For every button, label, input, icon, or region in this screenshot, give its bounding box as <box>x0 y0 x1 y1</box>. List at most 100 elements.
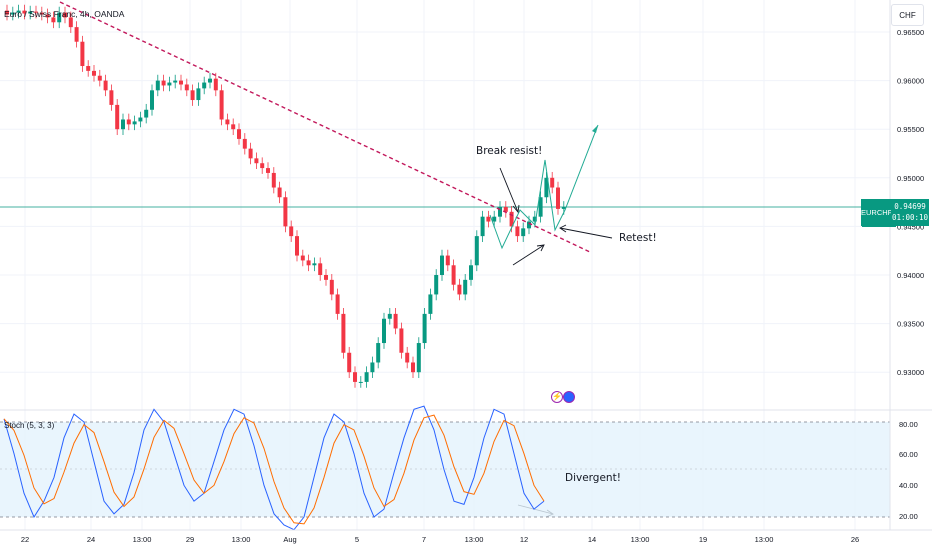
candle-body <box>208 78 212 83</box>
candle-body <box>28 11 33 14</box>
stoch-level-label: 60.00 <box>899 450 918 459</box>
stoch-level-label: 20.00 <box>899 512 918 521</box>
candle-body <box>86 66 91 71</box>
candle-body <box>306 260 311 266</box>
break-arrow <box>499 167 519 213</box>
price-label: 0.94000 <box>897 271 924 280</box>
candle-body <box>74 27 79 42</box>
time-label: 14 <box>588 535 596 544</box>
stoch-legend[interactable]: Stoch (5, 3, 3) <box>4 421 55 430</box>
candle-body <box>161 80 166 86</box>
candle-body <box>138 117 143 122</box>
retest-arrow <box>559 227 613 239</box>
candle-body <box>103 80 108 91</box>
stoch-band <box>0 422 890 517</box>
divergent-annotation[interactable]: Divergent! <box>565 472 621 484</box>
time-label: 13:00 <box>232 535 251 544</box>
candle-body <box>126 119 131 125</box>
candle-body <box>364 372 369 382</box>
candle-body <box>532 216 537 222</box>
candle-body <box>312 263 317 266</box>
candle-body <box>469 265 473 280</box>
stoch-k-line <box>3 405 545 531</box>
candle-body <box>370 362 375 373</box>
candle-body <box>347 352 352 373</box>
candle-body <box>289 226 294 237</box>
candle-body <box>561 206 566 209</box>
candle-body <box>324 275 328 280</box>
time-label: 22 <box>21 535 29 544</box>
candle-body <box>121 119 125 130</box>
chart-title: Euro / Swiss Franc, 4h, OANDA <box>4 9 125 19</box>
candle-body <box>498 206 502 217</box>
candle-body <box>492 216 497 222</box>
candle-body <box>219 90 224 120</box>
candle-body <box>213 78 218 91</box>
candle-body <box>63 12 67 18</box>
candle-body <box>509 211 514 227</box>
time-label: 19 <box>699 535 707 544</box>
candle-body <box>184 84 189 91</box>
candle-body <box>457 284 462 295</box>
symbol-tag: EURCHF <box>861 199 892 226</box>
candles <box>5 4 566 388</box>
candle-body <box>428 294 433 314</box>
candle-body <box>16 10 21 13</box>
candle-body <box>167 82 172 86</box>
candle-body <box>550 177 555 188</box>
candle-body <box>393 313 398 329</box>
stoch-level-label: 80.00 <box>899 420 918 429</box>
candle-body <box>300 255 305 261</box>
candle-body <box>248 148 253 159</box>
candle-body <box>329 279 334 295</box>
time-axis[interactable]: 22 24 13:00 29 13:00 Aug 5 7 13:00 12 14 13:00 19 13:… <box>21 535 859 544</box>
candle-body <box>405 352 410 363</box>
lightning-icon[interactable]: ⚡ <box>551 391 563 403</box>
stoch-level-label: 40.00 <box>899 481 918 490</box>
price-label: 0.95500 <box>897 125 924 134</box>
candle-body <box>411 362 415 373</box>
retest-annotation[interactable]: Retest! <box>619 232 657 244</box>
candle-body <box>283 197 288 227</box>
price-axis[interactable]: 0.96500 0.96000 0.95500 0.95000 0.94500 0.940… <box>897 28 924 377</box>
candle-body <box>202 82 207 89</box>
time-label: 12 <box>520 535 528 544</box>
candle-body <box>271 172 276 188</box>
stoch-axis[interactable]: 80.00 60.00 40.00 20.00 <box>899 420 918 521</box>
earnings-icon[interactable] <box>563 391 575 403</box>
break-resist-annotation[interactable]: Break resist! <box>476 145 543 157</box>
stoch-lines <box>3 405 545 531</box>
candle-body <box>155 80 160 91</box>
candle-body <box>434 275 439 295</box>
retest-arrow-2 <box>512 244 545 266</box>
time-label: 13:00 <box>133 535 152 544</box>
price-label: 0.93000 <box>897 368 924 377</box>
candle-body <box>254 158 259 164</box>
currency-button[interactable]: CHF <box>891 4 924 26</box>
time-label: 24 <box>87 535 95 544</box>
resistance-trendline[interactable] <box>59 1 591 253</box>
candle-body <box>295 236 299 256</box>
candle-body <box>480 216 485 237</box>
candle-body <box>5 10 9 15</box>
candle-body <box>445 255 450 266</box>
candle-body <box>39 12 44 15</box>
candle-body <box>358 381 363 383</box>
candle-body <box>260 163 265 169</box>
candle-body <box>179 80 183 85</box>
candle-body <box>132 121 137 125</box>
price-label: 0.95000 <box>897 174 924 183</box>
candle-body <box>45 14 50 18</box>
price-label: 0.96500 <box>897 28 924 37</box>
candle-body <box>57 12 62 23</box>
candle-body <box>97 75 102 81</box>
candle-body <box>150 90 154 110</box>
candle-body <box>237 129 241 139</box>
candle-body <box>266 168 270 173</box>
projection-path[interactable] <box>489 124 599 250</box>
candle-body <box>51 17 56 23</box>
candle-body <box>382 318 386 344</box>
candle-body <box>80 41 85 67</box>
candle-body <box>68 17 73 28</box>
